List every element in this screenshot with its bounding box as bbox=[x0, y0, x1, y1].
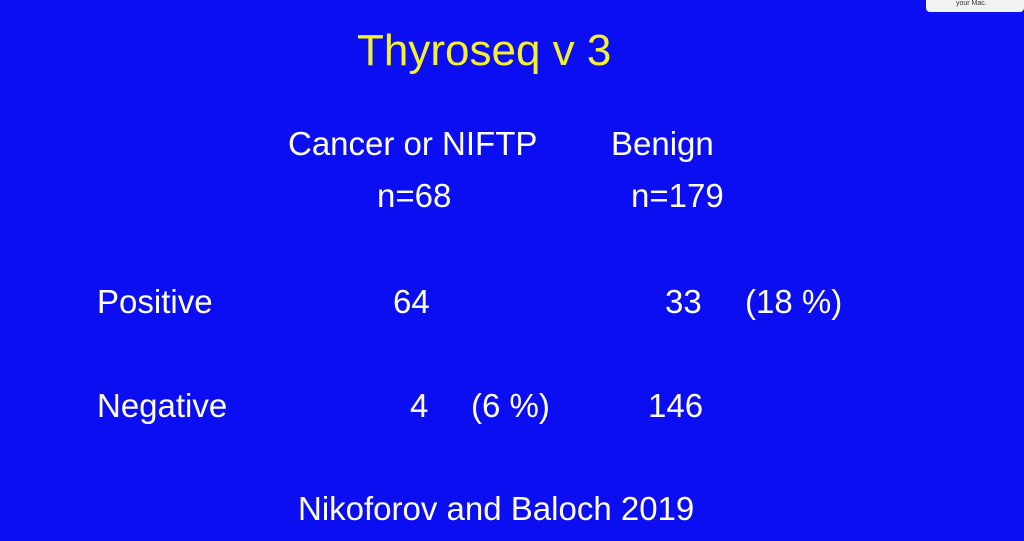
column-header: Cancer or NIFTP bbox=[288, 125, 538, 162]
column-n: n=68 bbox=[377, 177, 452, 214]
notification-text: your Mac. bbox=[956, 0, 987, 7]
cell-pct: (6 %) bbox=[471, 387, 550, 424]
column-n: n=179 bbox=[631, 177, 724, 214]
cell: 146 bbox=[648, 387, 704, 424]
cell: 33 bbox=[665, 283, 702, 320]
notification: your Mac. bbox=[926, 0, 1024, 12]
citation: Nikoforov and Baloch 2019 bbox=[298, 490, 695, 527]
title: Thyroseq v 3 bbox=[357, 26, 612, 75]
column-header: Benign bbox=[611, 125, 714, 162]
cell: 4 bbox=[410, 387, 429, 424]
cell: 64 bbox=[393, 283, 430, 320]
cell-pct: (18 %) bbox=[745, 283, 843, 320]
row-label: Positive bbox=[97, 283, 213, 320]
row-label: Negative bbox=[97, 387, 228, 424]
